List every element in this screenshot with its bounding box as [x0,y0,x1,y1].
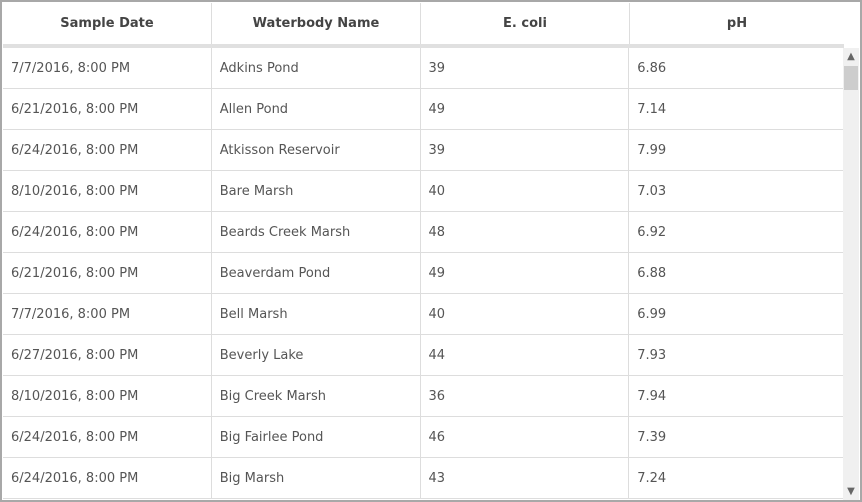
table-row[interactable]: 7/7/2016, 8:00 PM Bell Marsh 40 6.99 [3,294,843,335]
waterbody-name-cell: Big Marsh [212,458,421,498]
ph-cell: 7.24 [637,470,667,486]
column-header-e-coli[interactable]: E. coli [421,3,630,44]
table-row[interactable]: 6/27/2016, 8:00 PM Beverly Lake 44 7.93 [3,335,843,376]
ph-cell: 6.99 [637,306,667,322]
e-coli-cell: 49 [421,253,630,293]
e-coli-cell: 40 [421,171,630,211]
waterbody-name-cell: Adkins Pond [212,48,421,88]
waterbody-name-cell: Beaverdam Pond [212,253,421,293]
sample-date-cell: 6/27/2016, 8:00 PM [3,335,212,375]
waterbody-name-cell: Big Creek Marsh [212,376,421,416]
waterbody-name-cell: Bare Marsh [212,171,421,211]
sample-date-cell: 6/21/2016, 8:00 PM [3,89,212,129]
ph-cell: 7.94 [637,388,667,404]
table-row[interactable]: 6/21/2016, 8:00 PM Beaverdam Pond 49 6.88 [3,253,843,294]
ph-cell: 7.39 [637,429,667,445]
grid-header: Sample Date Waterbody Name E. coli pH [3,3,844,48]
sample-date-cell: 6/24/2016, 8:00 PM [3,130,212,170]
sample-date-cell: 7/7/2016, 8:00 PM [3,294,212,334]
e-coli-cell: 40 [421,294,630,334]
ph-cell: 7.99 [637,142,667,158]
sample-date-cell: 7/7/2016, 8:00 PM [3,48,212,88]
ph-cell: 7.03 [637,183,667,199]
e-coli-cell: 49 [421,89,630,129]
chevron-down-icon[interactable]: ▼ [847,486,855,497]
table-row[interactable]: 8/10/2016, 8:00 PM Bare Marsh 40 7.03 [3,171,843,212]
sample-date-cell: 6/24/2016, 8:00 PM [3,212,212,252]
vertical-scrollbar[interactable]: ▲ ▼ [843,48,859,500]
e-coli-cell: 43 [421,458,630,498]
column-header-ph[interactable]: pH [726,16,748,31]
waterbody-name-cell: Allen Pond [212,89,421,129]
sample-date-cell: 8/10/2016, 8:00 PM [3,171,212,211]
table-row[interactable]: 6/21/2016, 8:00 PM Allen Pond 49 7.14 [3,89,843,130]
grid-body: 7/7/2016, 8:00 PM Adkins Pond 39 6.86 6/21/2… [3,48,843,499]
waterbody-name-cell: Beards Creek Marsh [212,212,421,252]
e-coli-cell: 36 [421,376,630,416]
table-row[interactable]: 8/10/2016, 8:00 PM Big Creek Marsh 36 7.94 [3,376,843,417]
ph-cell: 7.93 [637,347,667,363]
e-coli-cell: 39 [421,130,630,170]
sample-date-cell: 6/24/2016, 8:00 PM [3,417,212,457]
e-coli-cell: 48 [421,212,630,252]
waterbody-name-cell: Beverly Lake [212,335,421,375]
sample-date-cell: 6/21/2016, 8:00 PM [3,253,212,293]
ph-cell: 6.86 [637,60,667,76]
table-row[interactable]: 6/24/2016, 8:00 PM Atkisson Reservoir 39 7.… [3,130,843,171]
ph-cell: 7.14 [637,101,667,117]
e-coli-cell: 46 [421,417,630,457]
sample-date-cell: 8/10/2016, 8:00 PM [3,376,212,416]
e-coli-cell: 44 [421,335,630,375]
column-header-sample-date[interactable]: Sample Date [3,3,212,44]
ph-cell: 6.92 [637,224,667,240]
table-row[interactable]: 7/7/2016, 8:00 PM Adkins Pond 39 6.86 [3,48,843,89]
sample-date-cell: 6/24/2016, 8:00 PM [3,458,212,498]
waterbody-name-cell: Atkisson Reservoir [212,130,421,170]
waterbody-name-cell: Big Fairlee Pond [212,417,421,457]
chevron-up-icon[interactable]: ▲ [847,51,855,62]
table-row[interactable]: 6/24/2016, 8:00 PM Big Marsh 43 7.24 [3,458,843,499]
e-coli-cell: 39 [421,48,630,88]
ph-cell: 6.88 [637,265,667,281]
column-header-waterbody-name[interactable]: Waterbody Name [212,3,421,44]
table-row[interactable]: 6/24/2016, 8:00 PM Beards Creek Marsh 48 6.… [3,212,843,253]
scrollbar-thumb[interactable] [844,66,858,90]
table-row[interactable]: 6/24/2016, 8:00 PM Big Fairlee Pond 46 7.39 [3,417,843,458]
waterbody-name-cell: Bell Marsh [212,294,421,334]
